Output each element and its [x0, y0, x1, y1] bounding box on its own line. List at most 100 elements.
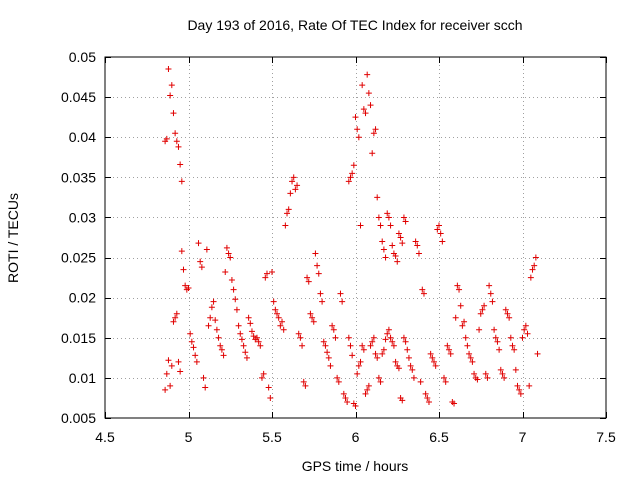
data-point [397, 234, 404, 241]
data-point [187, 330, 194, 337]
data-point [481, 302, 488, 309]
data-point [437, 230, 444, 237]
data-point [280, 326, 287, 333]
axis-ticks [105, 57, 607, 419]
data-point [340, 390, 347, 397]
data-point [486, 282, 493, 289]
data-point [258, 374, 265, 381]
data-point [451, 400, 458, 407]
data-point [427, 350, 434, 357]
data-point [410, 374, 417, 381]
data-point [330, 326, 337, 333]
data-point [253, 334, 260, 341]
data-point [454, 282, 461, 289]
data-point [385, 214, 392, 221]
x-tick-label: 5.5 [262, 429, 282, 445]
data-point [459, 322, 466, 329]
data-point [245, 314, 252, 321]
data-point [262, 274, 269, 281]
data-point [457, 302, 464, 309]
data-point [446, 346, 453, 353]
data-point [439, 238, 446, 245]
data-point [519, 334, 526, 341]
data-point [367, 102, 374, 109]
data-point [319, 298, 326, 305]
data-point [382, 254, 389, 261]
data-point [170, 110, 177, 117]
y-tick-label: 0.005 [61, 410, 96, 426]
data-point [389, 242, 396, 249]
data-point [275, 314, 282, 321]
data-point [218, 346, 225, 353]
data-point [345, 178, 352, 185]
data-point [364, 71, 371, 78]
data-point [178, 248, 185, 255]
data-point [469, 358, 476, 365]
data-point [277, 322, 284, 329]
data-point [384, 330, 391, 337]
data-point [345, 334, 352, 341]
data-point [205, 322, 212, 329]
data-point [170, 318, 177, 325]
data-point [350, 162, 357, 169]
data-point [320, 338, 327, 345]
data-point [516, 386, 523, 393]
data-point [250, 333, 257, 340]
data-point [173, 310, 180, 317]
data-point [362, 390, 369, 397]
data-point [193, 358, 200, 365]
data-point [370, 130, 377, 137]
data-point [168, 82, 175, 89]
data-point [467, 354, 474, 361]
data-point [290, 174, 297, 181]
data-point [369, 150, 376, 157]
data-point [509, 342, 516, 349]
data-point [257, 342, 264, 349]
data-point [279, 318, 286, 325]
data-point [476, 326, 483, 333]
data-point [215, 334, 222, 341]
data-point [260, 370, 267, 377]
y-tick-label: 0.02 [69, 290, 96, 306]
data-point [235, 322, 242, 329]
data-point [494, 338, 501, 345]
data-point [529, 266, 536, 273]
data-point [399, 397, 406, 404]
data-point [227, 254, 234, 261]
y-tick-label: 0.03 [69, 209, 96, 225]
data-point [482, 370, 489, 377]
data-point [263, 270, 270, 277]
data-point [198, 264, 205, 271]
data-point [162, 386, 169, 393]
data-point [335, 378, 342, 385]
data-point [267, 394, 274, 401]
data-point [479, 306, 486, 313]
data-point [175, 143, 182, 150]
data-point [344, 398, 351, 405]
data-point [197, 258, 204, 265]
data-point [400, 334, 407, 341]
data-point [390, 342, 397, 349]
y-tick-label: 0.04 [69, 129, 96, 145]
data-point [175, 358, 182, 365]
data-point [312, 250, 319, 257]
data-point [357, 222, 364, 229]
data-point [532, 254, 539, 261]
data-point [487, 290, 494, 297]
data-point [349, 170, 356, 177]
data-point [477, 310, 484, 317]
data-point [339, 298, 346, 305]
data-point [210, 298, 217, 305]
data-point [387, 222, 394, 229]
data-point [514, 382, 521, 389]
data-point [349, 352, 356, 359]
data-point [471, 370, 478, 377]
data-point [225, 250, 232, 257]
data-point [285, 206, 292, 213]
y-tick-label: 0.045 [61, 89, 96, 105]
chart-title: Day 193 of 2016, Rate Of TEC Index for r… [187, 17, 522, 33]
data-point [412, 238, 419, 245]
data-point [357, 358, 364, 365]
data-point [496, 346, 503, 353]
data-point [504, 310, 511, 317]
